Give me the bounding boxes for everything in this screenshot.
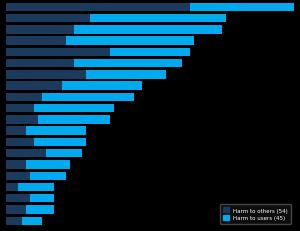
Bar <box>6 161 26 169</box>
Bar <box>6 4 190 12</box>
Bar <box>110 49 190 57</box>
Bar <box>6 183 18 191</box>
Bar <box>74 60 182 68</box>
Bar <box>6 37 66 46</box>
Bar <box>38 116 110 124</box>
Bar <box>26 161 70 169</box>
Bar <box>6 15 90 23</box>
Bar <box>30 194 54 203</box>
Bar <box>30 172 66 180</box>
Bar <box>190 4 294 12</box>
Bar <box>66 37 194 46</box>
Bar <box>6 172 30 180</box>
Bar <box>6 149 46 158</box>
Bar <box>6 127 26 135</box>
Bar <box>6 71 86 79</box>
Bar <box>90 15 226 23</box>
Bar <box>6 205 26 214</box>
Bar <box>34 138 86 146</box>
Bar <box>6 194 30 203</box>
Bar <box>42 93 134 102</box>
Bar <box>34 105 114 113</box>
Bar <box>6 105 34 113</box>
Bar <box>86 71 166 79</box>
Bar <box>6 82 62 91</box>
Bar <box>6 49 110 57</box>
Bar <box>74 26 222 34</box>
Bar <box>46 149 82 158</box>
Bar <box>26 205 54 214</box>
Bar <box>6 93 42 102</box>
Bar <box>22 217 42 225</box>
Bar <box>6 26 74 34</box>
Bar <box>18 183 54 191</box>
Bar <box>6 60 74 68</box>
Bar <box>6 138 34 146</box>
Legend: Harm to others (54), Harm to users (45): Harm to others (54), Harm to users (45) <box>220 204 291 224</box>
Bar <box>26 127 86 135</box>
Bar <box>6 116 38 124</box>
Bar <box>6 217 22 225</box>
Bar <box>62 82 142 91</box>
